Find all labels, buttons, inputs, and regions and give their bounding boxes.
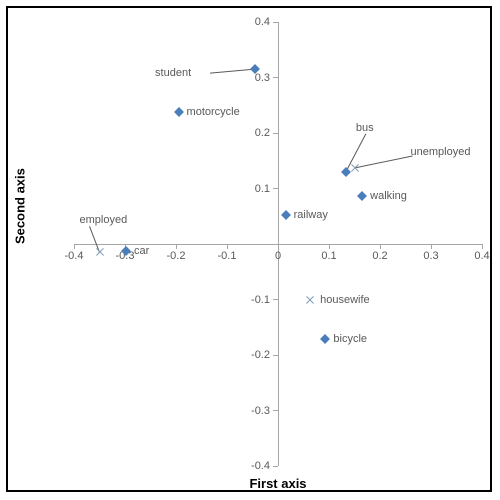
- label-walking: walking: [370, 190, 407, 202]
- y-tick-label: 0.2: [255, 127, 270, 139]
- y-tick-label: 0.1: [255, 183, 270, 195]
- y-tick-label: -0.4: [251, 460, 270, 472]
- x-tick-label: -0.2: [167, 250, 186, 262]
- point-employed: [95, 247, 105, 257]
- label-housewife: housewife: [320, 294, 370, 306]
- plot-area: -0.4-0.3-0.2-0.100.10.20.30.4-0.4-0.3-0.…: [74, 22, 482, 466]
- x-tick: [482, 244, 483, 249]
- y-tick: [273, 410, 278, 411]
- y-tick: [273, 244, 278, 245]
- point-railway: [281, 210, 291, 220]
- label-employed: employed: [80, 214, 128, 226]
- y-axis-title: Second axis: [13, 168, 28, 244]
- y-tick: [273, 355, 278, 356]
- y-tick-label: 0.4: [255, 16, 270, 28]
- y-tick-label: -0.2: [251, 349, 270, 361]
- point-walking: [357, 191, 367, 201]
- label-unemployed: unemployed: [411, 146, 471, 158]
- x-tick: [329, 244, 330, 249]
- x-tick: [431, 244, 432, 249]
- chart-frame: -0.4-0.3-0.2-0.100.10.20.30.4-0.4-0.3-0.…: [6, 6, 492, 492]
- y-tick: [273, 466, 278, 467]
- x-tick-label: 0: [275, 250, 281, 262]
- point-bicycle: [320, 335, 330, 345]
- x-tick-label: -0.1: [218, 250, 237, 262]
- y-tick: [273, 188, 278, 189]
- x-tick-label: -0.4: [65, 250, 84, 262]
- x-tick-label: 0.3: [423, 250, 438, 262]
- x-tick-label: 0.1: [321, 250, 336, 262]
- y-tick-label: -0.1: [251, 294, 270, 306]
- x-tick: [227, 244, 228, 249]
- y-tick-label: 0.3: [255, 72, 270, 84]
- y-tick-label: -0.3: [251, 405, 270, 417]
- x-tick-label: 0.4: [474, 250, 489, 262]
- point-housewife: [305, 295, 315, 305]
- label-motorcycle: motorcycle: [187, 106, 240, 118]
- label-bicycle: bicycle: [333, 333, 367, 345]
- y-tick: [273, 299, 278, 300]
- label-bus: bus: [356, 122, 374, 134]
- x-tick-label: 0.2: [372, 250, 387, 262]
- x-tick: [74, 244, 75, 249]
- point-motorcycle: [174, 108, 184, 118]
- label-railway: railway: [294, 209, 328, 221]
- y-tick: [273, 77, 278, 78]
- x-tick: [278, 244, 279, 249]
- x-tick: [176, 244, 177, 249]
- label-student: student: [155, 67, 191, 79]
- x-tick: [380, 244, 381, 249]
- y-tick: [273, 22, 278, 23]
- y-tick: [273, 133, 278, 134]
- point-unemployed: [350, 163, 360, 173]
- x-axis-title: First axis: [249, 476, 306, 491]
- label-car: car: [134, 245, 149, 257]
